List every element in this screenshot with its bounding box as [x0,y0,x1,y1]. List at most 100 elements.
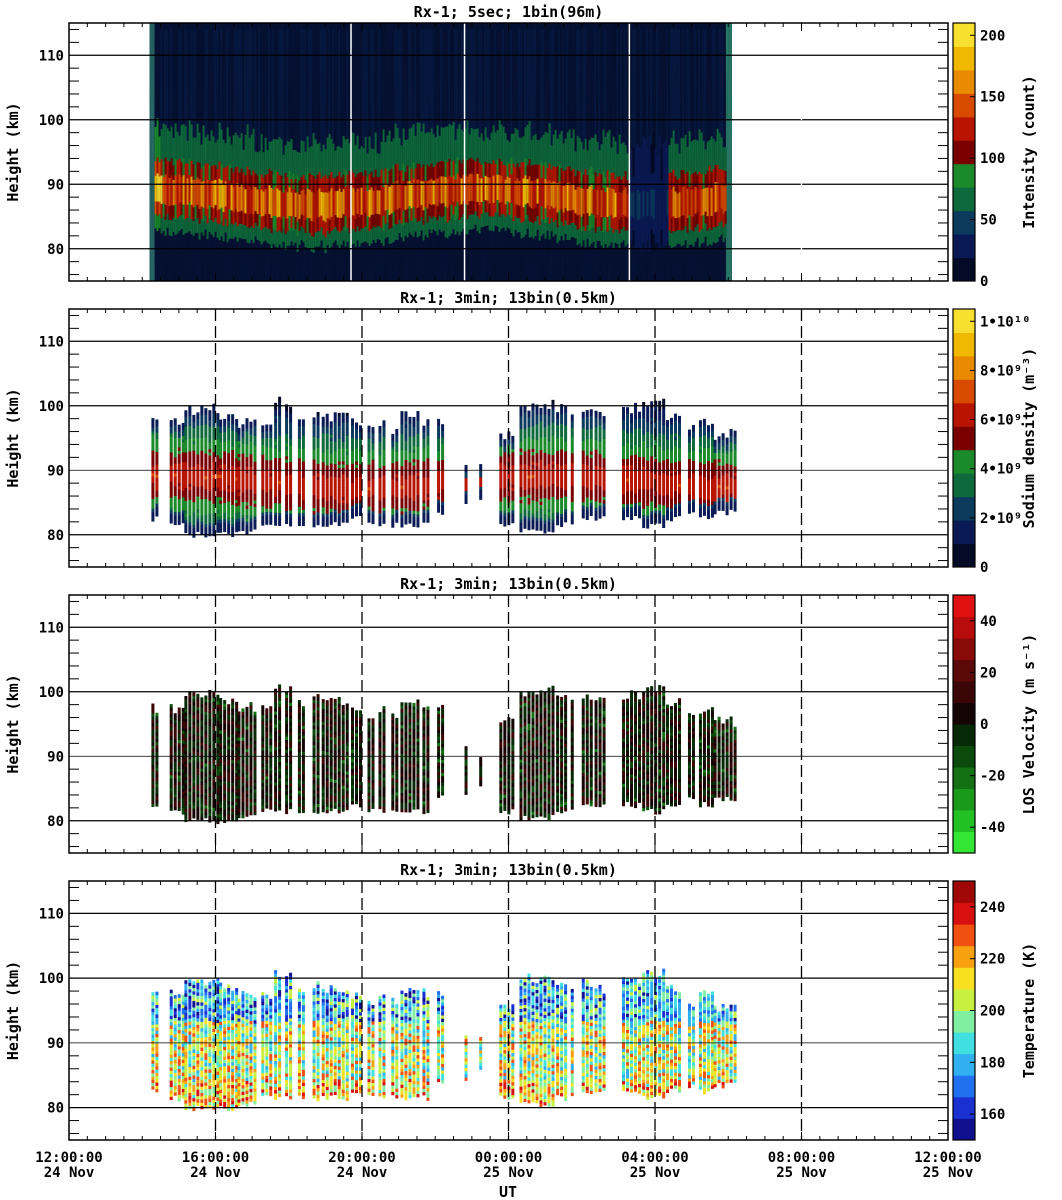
colorbar-swatch [953,140,975,165]
colorbar-swatch [953,1053,975,1076]
panel-3: Rx-1; 3min; 13bin(0.5km) 80 90 100 110 Height… [4,575,1038,854]
colorbar-swatch [953,332,975,357]
colorbar-tick-label: 220 [980,952,1005,968]
y-tick-label: 80 [47,242,64,258]
colorbar: -40 -20 0 20 40 LOS Velocity (m s⁻¹) [952,594,1038,854]
colorbar-frame [952,22,976,282]
y-tick-label: 90 [47,463,64,479]
y-axis-label: Height (km) [4,102,22,201]
x-tick-date: 24 Nov [337,1165,388,1181]
colorbar-tick-label: 100 [980,151,1005,167]
panel-title: Rx-1; 3min; 13bin(0.5km) [400,289,617,307]
colorbar-swatch [953,788,975,811]
colorbar-swatch [953,638,975,660]
y-tick-label: 100 [39,971,64,987]
plot-area [149,23,740,281]
panel-title: Rx-1; 3min; 13bin(0.5km) [400,861,617,879]
y-tick-label: 110 [39,334,64,350]
colorbar-tick-label: 50 [980,213,997,229]
colorbar-swatch [953,1075,975,1098]
colorbar-tick-label: 1•10¹⁰ [980,314,1031,330]
x-tick-time: 16:00:00 [182,1150,249,1166]
colorbar-tick-label: 20 [980,665,997,681]
y-tick-label: 100 [39,399,64,415]
colorbar-swatch [953,616,975,639]
colorbar-tick-label: 40 [980,614,997,630]
x-tick-date: 25 Nov [483,1165,534,1181]
colorbar-tick-label: 160 [980,1107,1005,1123]
colorbar-swatch [953,309,975,333]
panel-title: Rx-1; 3min; 13bin(0.5km) [400,575,617,593]
colorbar-swatch [953,520,975,545]
colorbar-swatch [953,163,975,188]
x-tick-date: 25 Nov [630,1165,681,1181]
colorbar-swatch [953,767,975,789]
colorbar-swatch [953,426,975,451]
y-tick-label: 80 [47,814,64,830]
colorbar-swatch [953,496,975,521]
colorbar-tick-label: 150 [980,90,1005,106]
x-tick-date: 24 Nov [44,1165,95,1181]
y-tick-label: 80 [47,528,64,544]
colorbar-tick-label: 180 [980,1055,1005,1071]
y-axis-label: Height (km) [4,674,22,773]
colorbar-swatch [953,724,975,746]
colorbar-swatch [953,23,975,47]
colorbar-tick-label: 4•10⁹ [980,462,1022,478]
colorbar-tick-label: 6•10⁹ [980,413,1022,429]
colorbar-tick-label: 200 [980,1004,1005,1020]
y-axis-label: Height (km) [4,388,22,487]
colorbar-swatch [953,1010,975,1033]
y-tick-label: 110 [39,620,64,636]
colorbar-swatch [953,1096,975,1119]
panel-1: Rx-1; 5sec; 1bin(96m) 80 90 100 110 Height (k… [4,3,1038,290]
colorbar-swatch [953,831,975,854]
colorbar-swatch [953,988,975,1011]
x-tick-time: 12:00:00 [35,1150,102,1166]
colorbar-swatch [953,402,975,427]
colorbar-label: Intensity (count) [1020,75,1038,229]
colorbar-tick-label: 200 [980,28,1005,44]
x-tick-date: 25 Nov [923,1165,974,1181]
colorbar-swatch [953,69,975,94]
y-tick-label: 90 [47,749,64,765]
colorbar-label: LOS Velocity (m s⁻¹) [1020,634,1038,815]
colorbar-swatch [953,681,975,703]
y-tick-label: 80 [47,1101,64,1117]
y-tick-label: 90 [47,177,64,193]
x-tick-date: 24 Nov [190,1165,241,1181]
plot-area [151,396,737,538]
x-tick-time: 00:00:00 [475,1150,542,1166]
raw-texture [149,23,732,281]
colorbar-tick-label: 2•10⁹ [980,511,1022,527]
x-tick-date: 25 Nov [776,1165,827,1181]
colorbar-tick-label: 0 [980,560,988,576]
colorbar-swatch [953,234,975,259]
colorbar-swatch [953,1032,975,1055]
colorbar-tick-label: 0 [980,274,988,290]
colorbar-swatch [953,659,975,682]
colorbar: 0 50 100 150 200 Intensity (count) [952,22,1038,290]
x-tick-time: 04:00:00 [621,1150,688,1166]
colorbar-swatch [953,945,975,968]
colorbar-label: Temperature (K) [1020,943,1038,1078]
panel-4: Rx-1; 3min; 13bin(0.5km) 80 90 100 110 Height… [4,861,1038,1181]
plot-area [151,968,737,1112]
colorbar-swatch [953,46,975,71]
colorbar-swatch [953,473,975,498]
x-tick-time: 08:00:00 [768,1150,835,1166]
y-tick-label: 110 [39,906,64,922]
colorbar-tick-label: 240 [980,900,1005,916]
panel-title: Rx-1; 5sec; 1bin(96m) [414,3,604,21]
y-tick-label: 110 [39,48,64,64]
colorbar-swatch [953,93,975,118]
x-tick-time: 12:00:00 [914,1150,981,1166]
y-tick-label: 100 [39,113,64,129]
colorbar-swatch [953,810,975,832]
colorbar-swatch [953,257,975,282]
x-axis-label: UT [499,1183,517,1200]
colorbar-frame [952,308,976,568]
colorbar-swatch [953,355,975,380]
colorbar: 160 180 200 220 240 Temperature (K) [952,880,1038,1141]
